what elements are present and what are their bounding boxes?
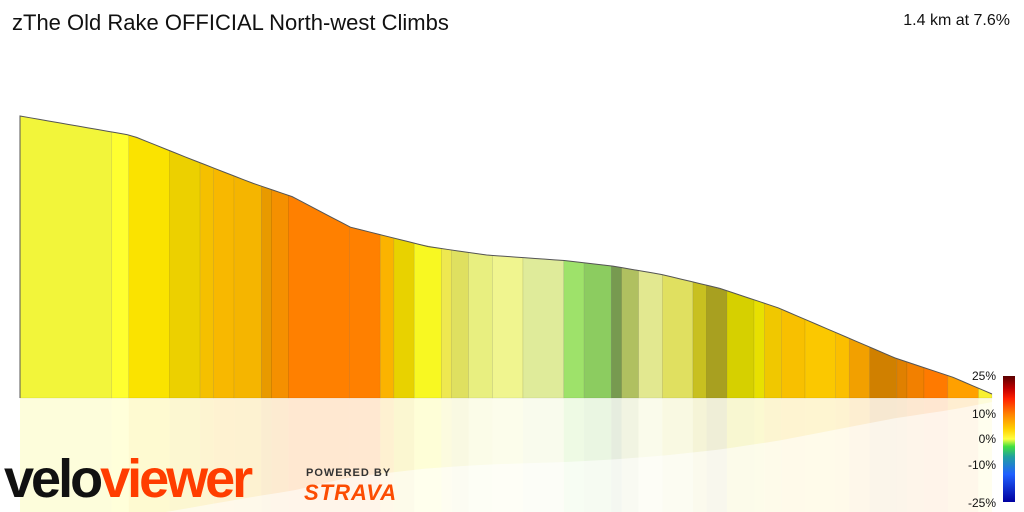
- profile-gradient-segment: [621, 267, 639, 399]
- profile-gradient-segment: [804, 318, 836, 399]
- profile-gradient-segment: [288, 194, 350, 399]
- strava-logo: STRAVA: [304, 480, 398, 505]
- legend-label-25: 25%: [971, 369, 996, 383]
- profile-gradient-segment: [662, 274, 694, 399]
- legend-label-0: 0%: [978, 432, 996, 446]
- profile-reflection-segment: [234, 398, 262, 512]
- profile-reflection-segment: [128, 398, 170, 512]
- profile-gradient-segment: [271, 189, 289, 399]
- profile-gradient-segment: [753, 299, 765, 399]
- segment-title: zThe Old Rake OFFICIAL North-west Climbs: [12, 10, 449, 35]
- powered-by-label: POWERED BY: [306, 467, 392, 479]
- profile-gradient-segment: [726, 290, 755, 399]
- legend-label-10: 10%: [971, 407, 996, 421]
- profile-gradient-segment: [611, 265, 622, 399]
- profile-gradient-segment: [413, 242, 442, 399]
- reflection-fade: [20, 398, 992, 512]
- logo-viewer: viewer: [100, 449, 253, 509]
- profile-gradient-segment: [563, 260, 585, 399]
- profile-gradient-segment: [441, 248, 452, 399]
- profile-gradient-segment: [349, 226, 381, 399]
- profile-gradient-segment: [213, 167, 235, 399]
- legend-label-neg25: -25%: [967, 496, 996, 510]
- profile-reflection-segment: [213, 398, 235, 512]
- profile-gradient-segment: [128, 134, 170, 399]
- profile-gradient-segment: [233, 175, 262, 399]
- legend-label-neg10: -10%: [967, 458, 996, 472]
- profile-gradient-segment: [835, 332, 850, 399]
- profile-gradient-segment: [451, 249, 469, 399]
- segment-summary: 1.4 km at 7.6%: [903, 12, 1010, 29]
- profile-gradient-segment: [763, 302, 782, 399]
- profile-gradient-segment: [906, 361, 925, 399]
- profile-reflection-segment: [111, 398, 129, 512]
- profile-gradient-segment: [706, 284, 728, 399]
- profile-gradient-segment: [522, 257, 565, 399]
- profile-gradient-segment: [692, 281, 707, 399]
- gradient-color-scale: [1003, 376, 1015, 502]
- profile-gradient-segment: [896, 358, 908, 399]
- logo-velo: velo: [4, 449, 103, 509]
- profile-gradient-segment: [199, 162, 215, 399]
- profile-gradient-segment: [19, 115, 113, 399]
- profile-gradient-segment: [169, 150, 201, 399]
- profile-gradient-segment: [492, 255, 524, 399]
- profile-gradient-segment: [393, 237, 415, 399]
- profile-gradient-segment: [923, 367, 949, 399]
- profile-gradient-segment: [869, 346, 898, 399]
- profile-gradient-segment: [111, 131, 130, 399]
- profile-gradient-segment: [379, 234, 395, 399]
- veloviewer-logo: veloviewer: [4, 449, 253, 509]
- profile-reflection-segment: [261, 398, 272, 512]
- profile-outline: [19, 115, 993, 398]
- profile-gradient-segment: [261, 185, 272, 399]
- profile-gradient-segment: [848, 337, 870, 399]
- profile-gradient-segment: [638, 270, 663, 399]
- profile-reflection-segment: [271, 398, 289, 512]
- profile-gradient-segment: [468, 252, 493, 399]
- profile-reflection-segment: [200, 398, 214, 512]
- profile-reflection-segment: [169, 398, 201, 512]
- profile-reflection-segment: [20, 398, 112, 512]
- profile-gradient-segment: [780, 308, 806, 399]
- profile-gradient-segment: [583, 262, 612, 399]
